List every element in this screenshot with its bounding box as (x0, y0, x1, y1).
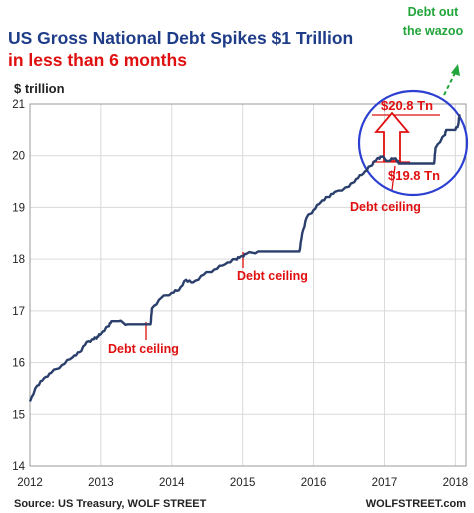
wazoo-arrow-head (451, 64, 460, 76)
x-tick-label: 2014 (159, 477, 185, 489)
high-value-label: $20.8 Tn (381, 98, 433, 113)
chart-subtitle: in less than 6 months (8, 50, 187, 70)
x-tick-label: 2018 (443, 477, 469, 489)
wazoo-label-line2: the wazoo (403, 24, 464, 38)
tick-labels: 2012 2013 2014 2015 2016 2017 2018 14 15 16 17 18 19… (12, 99, 468, 489)
plot-frame (29, 103, 467, 467)
watermark: WOLFSTREET.com (366, 498, 466, 510)
chart-title: US Gross National Debt Spikes $1 Trillio… (8, 28, 353, 48)
source-note: Source: US Treasury, WOLF STREET (14, 498, 207, 510)
y-tick-label: 20 (12, 151, 25, 163)
x-tick-label: 2016 (301, 477, 327, 489)
annotation-graphics (145, 64, 469, 340)
y-tick-label: 19 (12, 202, 25, 214)
y-tick-label: 17 (12, 306, 25, 318)
debt-ceiling-1-label: Debt ceiling (108, 342, 179, 356)
y-tick-label: 14 (12, 461, 25, 473)
debt-series-line (28, 114, 461, 402)
debt-ceiling-3-pointer (391, 165, 396, 191)
low-value-label: $19.8 Tn (388, 168, 440, 183)
x-tick-label: 2015 (230, 477, 256, 489)
wazoo-label-line1: Debt out (408, 5, 460, 19)
y-tick-label: 15 (12, 409, 25, 421)
wazoo-arrow-line (443, 70, 457, 96)
debt-ceiling-2-label: Debt ceiling (237, 269, 308, 283)
rise-arrow (374, 111, 410, 162)
x-tick-label: 2013 (88, 477, 114, 489)
y-tick-label: 16 (12, 358, 25, 370)
debt-ceiling-3-label: Debt ceiling (350, 200, 421, 214)
x-tick-label: 2017 (372, 477, 398, 489)
y-axis-label: $ trillion (14, 81, 65, 96)
y-tick-label: 18 (12, 254, 25, 266)
y-tick-label: 21 (12, 99, 25, 111)
highlight-circle (357, 89, 469, 197)
x-tick-label: 2012 (17, 477, 43, 489)
